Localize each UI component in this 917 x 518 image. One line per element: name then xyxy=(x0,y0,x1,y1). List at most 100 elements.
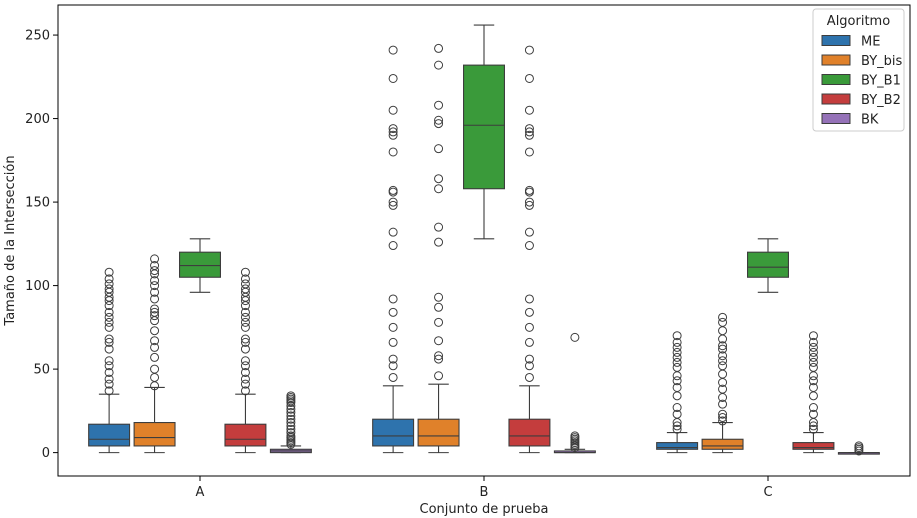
legend-swatch xyxy=(821,93,851,105)
outlier-point xyxy=(718,356,728,366)
outlier-point xyxy=(150,287,160,297)
outlier-point xyxy=(388,105,398,115)
outlier-point xyxy=(240,274,250,284)
outlier-point xyxy=(388,307,398,317)
outlier-point xyxy=(150,294,160,304)
outlier-point xyxy=(240,337,250,347)
outlier-point xyxy=(524,73,534,83)
outlier-point xyxy=(672,403,682,413)
outlier-point xyxy=(388,185,398,195)
outlier-point xyxy=(388,130,398,140)
outlier-point xyxy=(286,424,296,434)
outlier-point xyxy=(240,379,250,389)
outlier-point xyxy=(388,361,398,371)
outlier-point xyxy=(524,241,534,251)
y-tick-label: 200 xyxy=(25,112,50,127)
outlier-point xyxy=(286,411,296,421)
outlier-point xyxy=(388,322,398,332)
box-body xyxy=(372,418,415,447)
y-tick-label: 100 xyxy=(25,279,50,294)
outlier-point xyxy=(388,127,398,137)
outlier-point xyxy=(434,119,444,129)
outlier-point xyxy=(434,317,444,327)
outlier-point xyxy=(104,274,114,284)
legend-label: BY_B1 xyxy=(861,74,901,89)
outlier-point xyxy=(524,372,534,382)
outlier-point xyxy=(104,367,114,377)
outlier-point xyxy=(240,344,250,354)
outlier-point xyxy=(240,312,250,322)
box-body xyxy=(133,422,176,447)
outlier-point xyxy=(524,105,534,115)
box-BK-A xyxy=(269,391,312,454)
outlier-point xyxy=(150,342,160,352)
outlier-point xyxy=(104,361,114,371)
box-body xyxy=(747,251,789,278)
outlier-point xyxy=(150,352,160,362)
box-BY_bis-A xyxy=(133,254,176,454)
outlier-point xyxy=(524,227,534,237)
outlier-point xyxy=(240,322,250,332)
outlier-point xyxy=(104,356,114,366)
outlier-point xyxy=(104,279,114,289)
outlier-point xyxy=(104,284,114,294)
outlier-point xyxy=(672,424,682,434)
outlier-point xyxy=(718,413,728,423)
legend-label: BK xyxy=(861,113,879,128)
outlier-point xyxy=(718,416,728,426)
box-BY_B2-B xyxy=(508,45,551,454)
outlier-point xyxy=(388,200,398,210)
outlier-point xyxy=(718,409,728,419)
outlier-point xyxy=(150,261,160,271)
outlier-point xyxy=(434,302,444,312)
outlier-point xyxy=(718,312,728,322)
outlier-point xyxy=(388,147,398,157)
box-BK-C xyxy=(837,441,880,456)
outlier-point xyxy=(808,382,818,392)
outlier-point xyxy=(808,342,818,352)
outlier-point xyxy=(524,45,534,55)
outlier-point xyxy=(104,334,114,344)
outlier-point xyxy=(150,304,160,314)
plot-area: 0 50 100 150 200 250 A B C xyxy=(25,4,911,500)
outlier-point xyxy=(434,371,444,381)
outlier-point xyxy=(524,127,534,137)
outlier-point xyxy=(104,379,114,389)
outlier-point xyxy=(240,334,250,344)
box-ME-C xyxy=(656,331,699,454)
outlier-point xyxy=(808,337,818,347)
outlier-point xyxy=(524,147,534,157)
y-tick-label: 150 xyxy=(25,196,50,211)
outlier-point xyxy=(104,307,114,317)
outlier-point xyxy=(240,367,250,377)
outlier-point xyxy=(718,351,728,361)
outlier-point xyxy=(286,428,296,438)
legend-swatch xyxy=(821,74,851,85)
outlier-point xyxy=(718,317,728,327)
outlier-point xyxy=(286,414,296,424)
outlier-point xyxy=(672,331,682,341)
outlier-point xyxy=(104,322,114,332)
outlier-point xyxy=(240,279,250,289)
outlier-point xyxy=(150,336,160,346)
outlier-point xyxy=(286,431,296,441)
box-body xyxy=(656,442,699,450)
box-ME-A xyxy=(88,267,131,454)
legend-label: BY_B2 xyxy=(861,93,901,108)
outlier-point xyxy=(808,421,818,431)
outlier-point xyxy=(718,341,728,351)
outlier-point xyxy=(434,336,444,346)
outlier-point xyxy=(388,294,398,304)
outlier-point xyxy=(434,144,444,154)
x-tick-label: C xyxy=(763,485,772,500)
outlier-point xyxy=(524,361,534,371)
x-tick-label: A xyxy=(196,485,205,500)
outlier-point xyxy=(104,374,114,384)
outlier-point xyxy=(524,197,534,207)
outlier-point xyxy=(808,347,818,357)
outlier-point xyxy=(388,241,398,251)
outlier-point xyxy=(388,45,398,55)
outlier-point xyxy=(104,317,114,327)
outlier-point xyxy=(434,292,444,302)
